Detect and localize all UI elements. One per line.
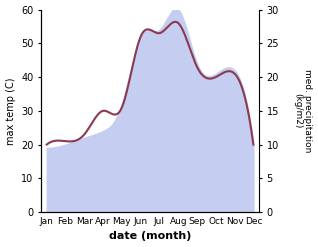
Y-axis label: max temp (C): max temp (C) [5, 77, 16, 144]
Y-axis label: med. precipitation
(kg/m2): med. precipitation (kg/m2) [293, 69, 313, 152]
X-axis label: date (month): date (month) [109, 231, 191, 242]
